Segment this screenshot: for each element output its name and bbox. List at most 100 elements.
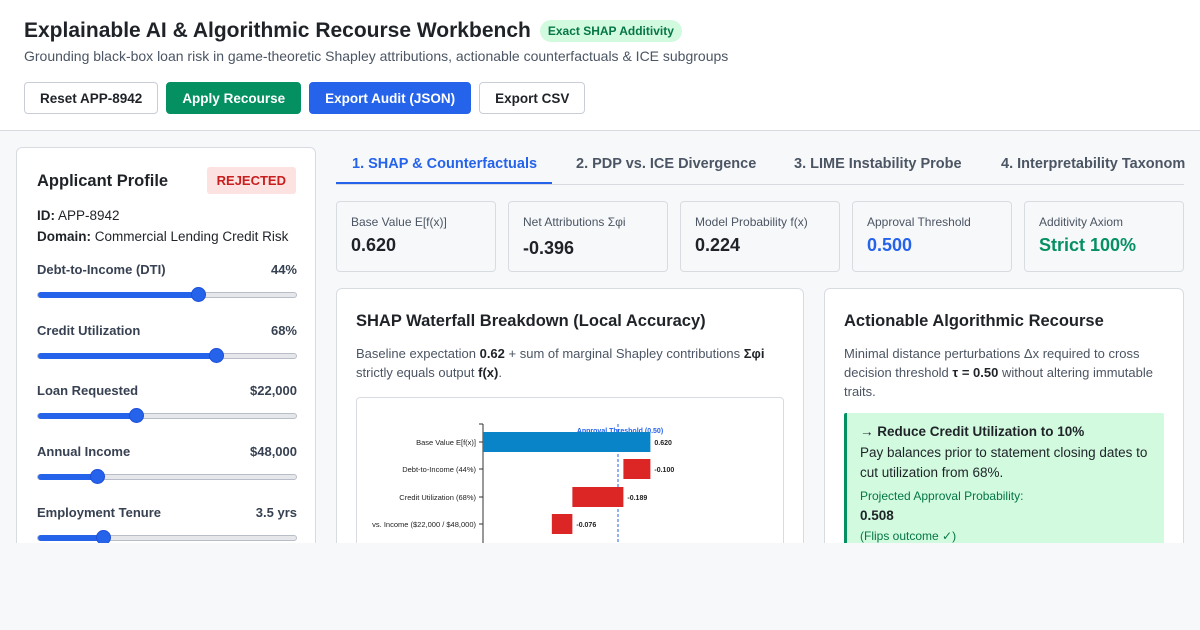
baseline-value: 0.62: [479, 346, 505, 361]
export-csv-button[interactable]: Export CSV: [479, 82, 586, 114]
waterfall-bar: [623, 459, 651, 479]
sum-symbol: Σφi: [743, 346, 765, 361]
stat-value: Strict 100%: [1039, 235, 1137, 255]
card-description: Baseline expectation 0.62 + sum of margi…: [356, 344, 776, 382]
slider-label: Annual Income: [37, 444, 131, 459]
reset-button[interactable]: Reset APP-8942: [24, 82, 159, 114]
threshold-label: Approval Threshold (0.50): [577, 428, 663, 435]
data-label: -0.189: [627, 495, 647, 502]
apply-recourse-button[interactable]: Apply Recourse: [166, 82, 302, 114]
applicant-domain: Domain: Commercial Lending Credit Risk: [37, 229, 288, 244]
stat-model-probability: Model Probability f(x) 0.224: [680, 201, 840, 272]
stat-label: Base Value E[f(x)]: [351, 215, 447, 229]
data-label: 0.620: [654, 440, 672, 447]
text-segment: + sum of marginal Shapley contributions: [504, 346, 744, 361]
stat-label: Net Attributions Σφi: [523, 215, 626, 229]
fx-symbol: f(x): [478, 365, 499, 380]
projected-probability-value: 0.508: [860, 508, 894, 523]
slider-fill: [38, 353, 217, 359]
slider-value: $48,000: [250, 444, 297, 459]
slider-label: Employment Tenure: [37, 505, 162, 520]
page-background: [0, 543, 1200, 630]
recourse-card: Actionable Algorithmic Recourse Minimal …: [824, 288, 1184, 593]
stat-approval-threshold: Approval Threshold 0.500: [852, 201, 1012, 272]
slider-value: 68%: [270, 323, 297, 338]
applicant-profile-panel: Applicant Profile REJECTED ID: APP-8942 …: [16, 147, 316, 567]
stat-label: Model Probability f(x): [695, 215, 808, 229]
applicant-id: ID: APP-8942: [37, 208, 120, 223]
slider-dti: Debt-to-Income (DTI) 44%: [37, 262, 297, 302]
tab-lime-probe[interactable]: 3. LIME Instability Probe: [794, 156, 962, 172]
page-title: Explainable AI & Algorithmic Recourse Wo…: [24, 19, 531, 42]
slider-thumb[interactable]: [209, 348, 225, 363]
data-label: -0.100: [654, 467, 674, 474]
slider-value: 44%: [270, 262, 297, 277]
slider-track[interactable]: [37, 408, 297, 423]
slider-label: Debt-to-Income (DTI): [37, 262, 166, 277]
slider-value: 3.5 yrs: [255, 505, 297, 520]
toolbar: Reset APP-8942 Apply Recourse Export Aud…: [24, 82, 593, 114]
slider-fill: [38, 413, 137, 419]
title-row: Explainable AI & Algorithmic Recourse Wo…: [24, 19, 682, 43]
stat-net-attributions: Net Attributions Σφi -0.396: [508, 201, 668, 272]
flip-outcome-note: (Flips outcome ✓): [860, 529, 957, 543]
stat-value: 0.500: [867, 235, 913, 255]
waterfall-bar: [572, 487, 624, 507]
card-title: SHAP Waterfall Breakdown (Local Accuracy…: [356, 312, 706, 330]
slider-fill: [38, 474, 98, 480]
domain-value: Commercial Lending Credit Risk: [94, 229, 289, 244]
slider-track[interactable]: [37, 287, 297, 302]
waterfall-bar: [483, 432, 651, 452]
additivity-badge: Exact SHAP Additivity: [539, 20, 682, 42]
slider-track[interactable]: [37, 530, 297, 545]
slider-label: Loan Requested: [37, 383, 139, 398]
slider-loan-requested: Loan Requested $22,000: [37, 383, 297, 423]
slider-annual-income: Annual Income $48,000: [37, 444, 297, 484]
recourse-action-description: Pay balances prior to statement closing …: [860, 445, 1148, 480]
app-header: Explainable AI & Algorithmic Recourse Wo…: [0, 0, 1200, 131]
slider-fill: [38, 535, 103, 541]
slider-track[interactable]: [37, 348, 297, 363]
stat-base-value: Base Value E[f(x)] 0.620: [336, 201, 496, 272]
waterfall-bar: [551, 514, 573, 534]
page-subtitle: Grounding black-box loan risk in game-th…: [24, 48, 729, 64]
slider-label: Credit Utilization: [37, 323, 141, 338]
tick-label: Credit Utilization (68%): [399, 493, 476, 502]
card-title: Actionable Algorithmic Recourse: [844, 312, 1104, 330]
stat-value: 0.224: [695, 235, 741, 255]
slider-value: $22,000: [250, 383, 297, 398]
id-label: ID:: [37, 208, 55, 223]
slider-thumb[interactable]: [129, 408, 145, 423]
analysis-tabs: 1. SHAP & Counterfactuals 2. PDP vs. ICE…: [336, 147, 1186, 185]
slider-employment-tenure: Employment Tenure 3.5 yrs: [37, 505, 297, 545]
data-label: -0.076: [576, 522, 596, 529]
stat-additivity-axiom: Additivity Axiom Strict 100%: [1024, 201, 1184, 272]
stat-label: Additivity Axiom: [1039, 215, 1124, 229]
slider-track[interactable]: [37, 469, 297, 484]
text-segment: strictly equals output: [356, 365, 479, 380]
stat-label: Approval Threshold: [867, 215, 971, 229]
recourse-action-title: → Reduce Credit Utilization to 10%: [860, 424, 1085, 439]
profile-title: Applicant Profile: [37, 172, 169, 190]
active-tab-underline: [336, 182, 552, 184]
card-description: Minimal distance perturbations Δx requir…: [844, 344, 1164, 401]
status-badge: REJECTED: [206, 167, 296, 194]
tick-label: Base Value E[f(x)]: [416, 438, 476, 447]
tick-label: vs. Income ($22,000 / $48,000): [372, 520, 476, 529]
id-value: APP-8942: [58, 208, 120, 223]
export-json-button[interactable]: Export Audit (JSON): [309, 82, 472, 114]
tab-shap-counterfactuals[interactable]: 1. SHAP & Counterfactuals: [352, 156, 538, 172]
text-segment: Baseline expectation: [356, 346, 480, 361]
slider-thumb[interactable]: [90, 469, 106, 484]
slider-thumb[interactable]: [190, 287, 206, 302]
text-segment: .: [498, 365, 502, 380]
text-segment: without altering immutable traits.: [844, 365, 1153, 399]
text-segment: Minimal distance perturbations Δx requir…: [844, 346, 1140, 380]
stat-value: 0.620: [351, 235, 397, 255]
slider-credit-utilization: Credit Utilization 68%: [37, 323, 297, 363]
tab-pdp-ice[interactable]: 2. PDP vs. ICE Divergence: [576, 156, 757, 172]
tab-taxonomy[interactable]: 4. Interpretability Taxonom: [1001, 156, 1186, 172]
tau-value: τ = 0.50: [952, 365, 999, 380]
slider-fill: [38, 292, 198, 298]
tick-label: Debt-to-Income (44%): [402, 465, 476, 474]
